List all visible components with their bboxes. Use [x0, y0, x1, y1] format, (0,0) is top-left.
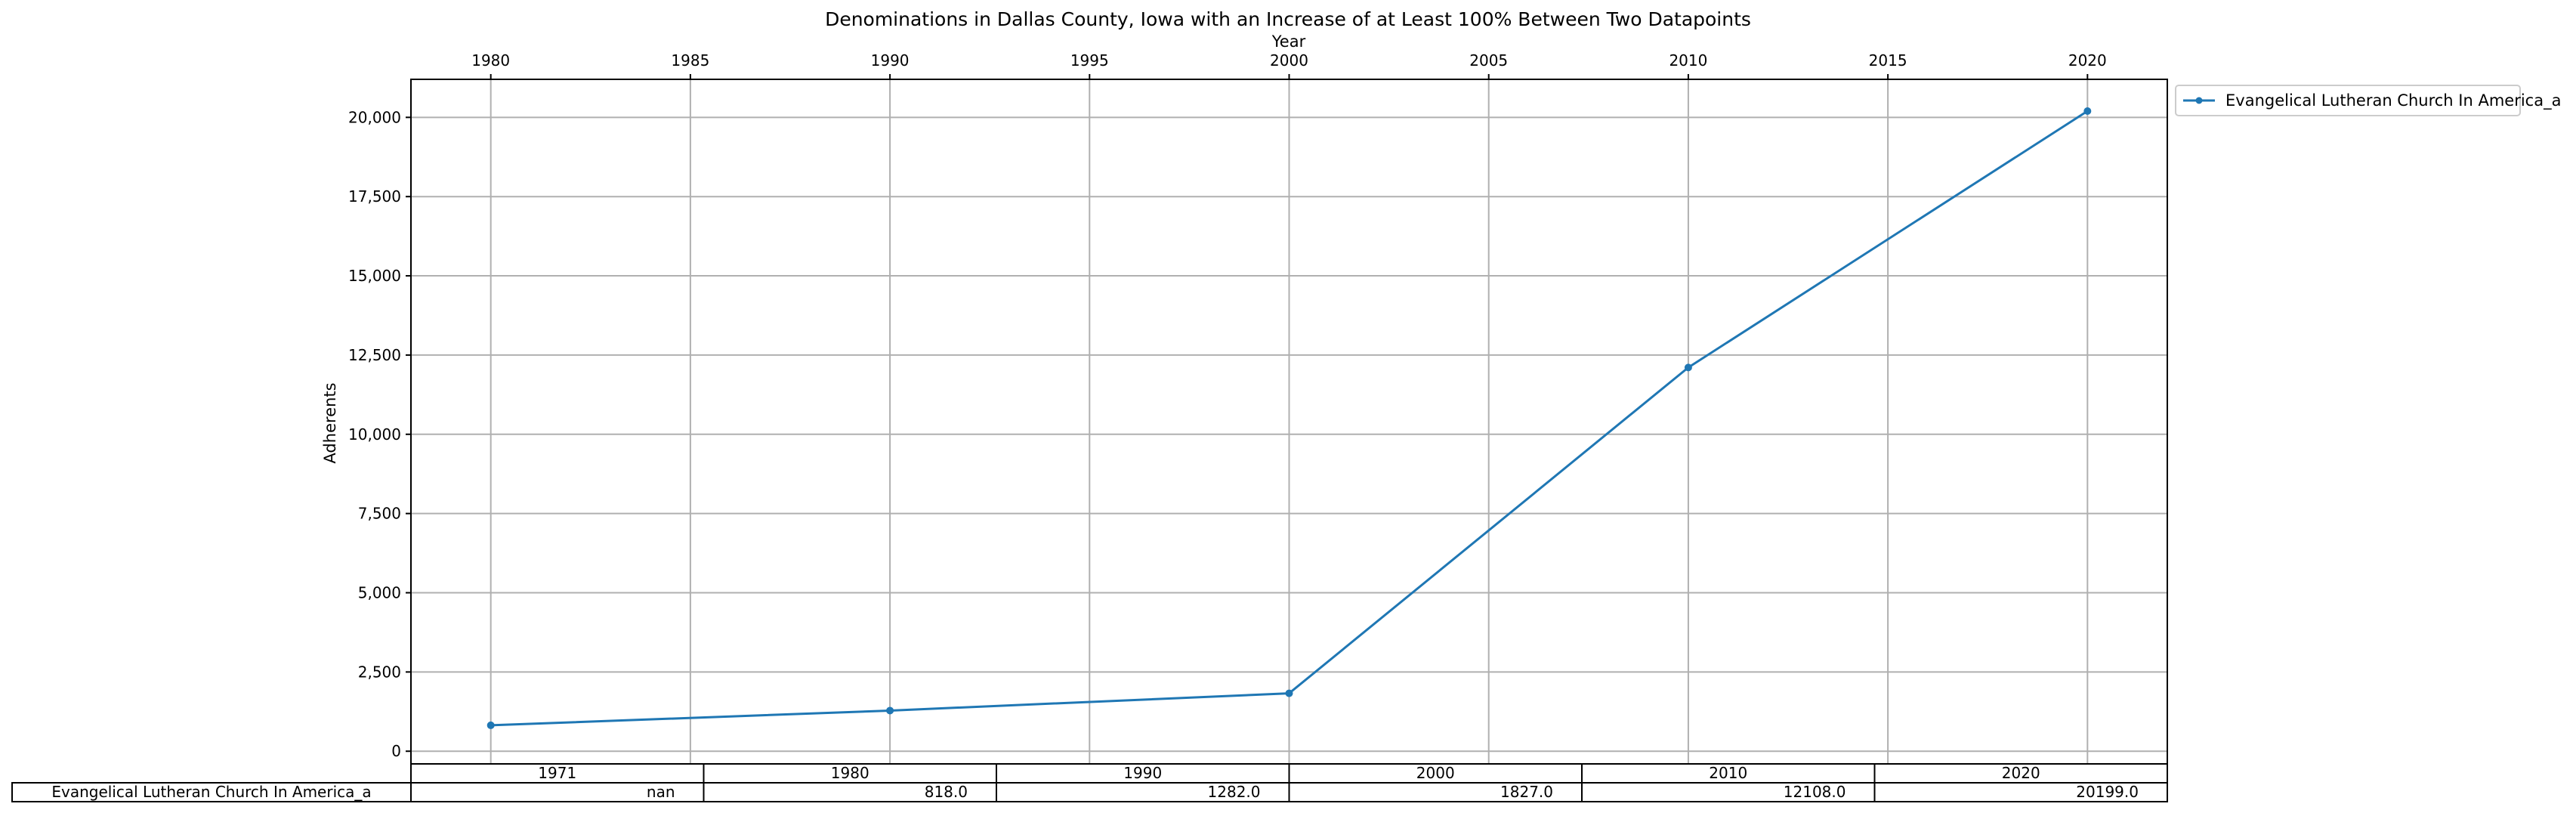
x-tick-label: 1985: [671, 51, 709, 70]
y-tick-label: 20,000: [348, 108, 401, 126]
x-tick-label: 2015: [1869, 51, 1907, 70]
legend-point-marker: [2195, 97, 2203, 104]
table-cell-value: nan: [647, 783, 675, 801]
table-column-header: 1971: [538, 764, 576, 782]
table-column-header: 2010: [1709, 764, 1747, 782]
data-point: [886, 706, 894, 715]
x-tick-label: 1990: [871, 51, 910, 70]
data-point: [1684, 363, 1692, 372]
table-column-header: 2020: [2002, 764, 2040, 782]
x-axis-label: Year: [1271, 32, 1306, 51]
table-cell: [1873, 782, 2168, 802]
legend-box: [2175, 85, 2521, 116]
legend-label: Evangelical Lutheran Church In America_a: [2225, 91, 2561, 110]
x-tick-labels: 1980 1985 1990 1995 2000 2005 2010 2015 2020: [471, 51, 2107, 79]
chart-title: Denominations in Dallas County, Iowa wit…: [825, 8, 1751, 30]
x-tick-label: 2020: [2068, 51, 2107, 70]
data-table: 1971 1980 1990 2000 2010 2020 Evangelical Luth…: [11, 763, 2168, 802]
data-point: [1285, 689, 1293, 697]
table-cell-value: 1282.0: [1208, 783, 1261, 801]
x-tick-label: 2010: [1669, 51, 1707, 70]
table-column-header: 2000: [1416, 764, 1455, 782]
y-tick-label: 10,000: [348, 425, 401, 444]
series-layer: [486, 107, 2092, 729]
table-cell-value: 818.0: [925, 783, 968, 801]
x-tick-label: 2005: [1469, 51, 1508, 70]
y-tick-label: 12,500: [348, 346, 401, 364]
table-cell-value: 12108.0: [1784, 783, 1846, 801]
table-cell-value: 1827.0: [1500, 783, 1553, 801]
y-tick-labels: 0 2,500 5,000 7,500 10,000 12,500 15,000 17,500…: [348, 108, 411, 760]
table-row-label: Evangelical Lutheran Church In America_a: [51, 783, 371, 801]
y-tick-label: 7,500: [358, 505, 401, 523]
grid-lines: [411, 79, 2167, 764]
y-tick-label: 17,500: [348, 187, 401, 206]
y-tick-label: 2,500: [358, 663, 401, 681]
table-column-header: 1990: [1123, 764, 1162, 782]
x-tick-label: 1980: [471, 51, 510, 70]
table-column-header: 1980: [831, 764, 869, 782]
x-tick-label: 1995: [1070, 51, 1109, 70]
table-cell-value: 20199.0: [2076, 783, 2139, 801]
legend: Evangelical Lutheran Church In America_a: [2175, 85, 2561, 116]
y-axis-label: Adherents: [321, 382, 339, 463]
y-tick-label: 15,000: [348, 267, 401, 285]
y-tick-label: 0: [391, 742, 401, 760]
data-point: [486, 721, 495, 729]
y-tick-label: 5,000: [358, 584, 401, 602]
data-point: [2083, 107, 2092, 115]
x-tick-label: 2000: [1270, 51, 1308, 70]
